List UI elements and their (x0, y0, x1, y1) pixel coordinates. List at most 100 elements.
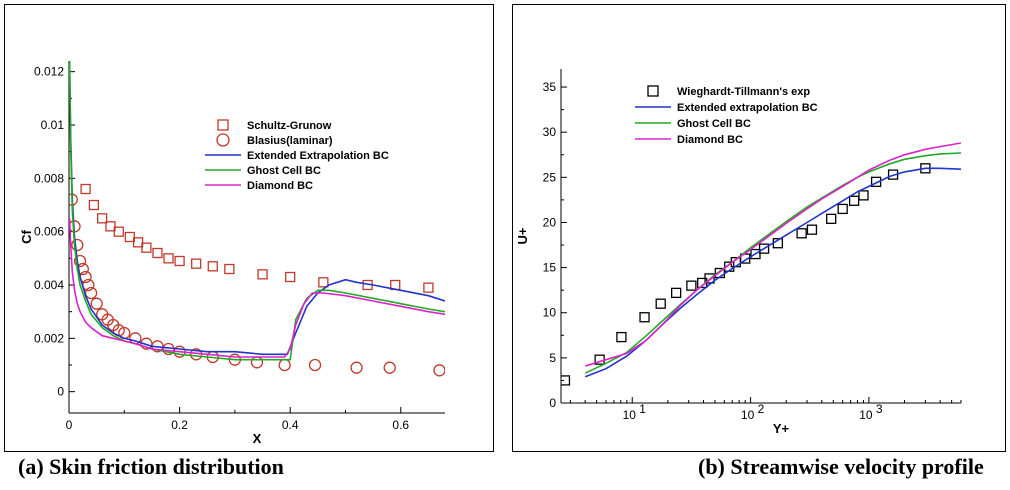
series-line-extended-extrapolation-bc (69, 61, 445, 356)
x-axis-label: Y+ (773, 421, 790, 436)
data-point-blasius-laminar (71, 238, 84, 252)
data-point-schultz-grunow (88, 199, 100, 211)
data-point-blasius-laminar (433, 364, 445, 377)
y-tick-label: 35 (543, 80, 557, 94)
legend: Wieghardt-Tillmann's exp Extended extrapo… (635, 85, 818, 146)
data-point-wieghardt-tillmann-s-exp (758, 243, 770, 254)
data-point-wieghardt-tillmann-s-exp (858, 190, 869, 201)
x-tick-label: 0.6 (392, 418, 409, 432)
data-point-wieghardt-tillmann-s-exp (837, 203, 848, 215)
series-line-ghost-cell-bc (584, 152, 961, 374)
series-line-ghost-cell-bc (69, 61, 445, 361)
data-point-schultz-grunow (285, 271, 296, 283)
caption-skin-friction: (a) Skin friction distribution (18, 454, 284, 479)
panel-b-frame: 0 5 10 15 20 25 30 35 10 1 10 2 10 3 Y+ U+ Wieghardt-Til… (512, 4, 1006, 452)
legend-label-wieghardt-tillmann-s-exp: Wieghardt-Tillmann's exp (677, 86, 810, 98)
data-point-blasius-laminar (140, 337, 153, 350)
y-tick-label: 10 (543, 306, 557, 320)
data-point-wieghardt-tillmann-s-exp (704, 273, 715, 284)
data-point-blasius-laminar (250, 356, 264, 369)
data-point-wieghardt-tillmann-s-exp (750, 248, 761, 260)
x-tick-label: 0.2 (171, 418, 188, 432)
y-tick-label: 25 (543, 170, 557, 184)
x-tick-label: 10 (623, 408, 637, 422)
legend-label-extended-extrapolation-bc: Extended Extrapolation BC (247, 150, 389, 162)
data-point-wieghardt-tillmann-s-exp (870, 176, 882, 187)
x-tick-exponent: 2 (758, 402, 765, 416)
x-tick-exponent: 3 (876, 402, 883, 416)
data-point-blasius-laminar (278, 358, 291, 372)
x-tick-label: 10 (859, 408, 873, 422)
data-point-schultz-grunow (113, 226, 124, 237)
legend-label-blasius-laminar: Blasius(laminar) (247, 135, 333, 147)
data-point-schultz-grunow (124, 231, 135, 243)
x-tick-label: 10 (741, 408, 755, 422)
x-tick-label: 0 (66, 418, 73, 432)
data-point-blasius-laminar (308, 358, 322, 372)
data-point-schultz-grunow (152, 247, 163, 259)
data-point-schultz-grunow (105, 221, 116, 232)
legend-swatch-wieghardt-tillmann-s-exp (647, 85, 659, 97)
legend-label-schultz-grunow: Schultz-Grunow (247, 120, 332, 132)
legend-label-ghost-cell-bc: Ghost Cell BC (677, 118, 751, 130)
data-point-wieghardt-tillmann-s-exp (671, 287, 682, 299)
series-line-diamond-bc (584, 142, 961, 367)
series-line-extended-extrapolation-bc (584, 167, 961, 378)
data-point-blasius-laminar (383, 361, 396, 374)
y-tick-label: 0.01 (41, 118, 65, 132)
y-tick-label: 20 (543, 215, 557, 229)
data-point-schultz-grunow (423, 282, 434, 293)
plot-area (69, 61, 445, 377)
data-point-blasius-laminar (73, 254, 87, 268)
data-point-schultz-grunow (207, 261, 218, 272)
data-point-blasius-laminar (350, 361, 363, 374)
legend-label-diamond-bc: Diamond BC (247, 180, 313, 192)
y-tick-label: 5 (549, 351, 556, 365)
y-tick-label: 0 (549, 396, 556, 410)
legend-label-diamond-bc: Diamond BC (677, 134, 743, 146)
data-point-schultz-grunow (132, 237, 144, 248)
data-point-schultz-grunow (80, 183, 91, 195)
x-tick-exponent: 1 (639, 402, 646, 416)
data-point-schultz-grunow (141, 242, 152, 253)
y-tick-label: 0.002 (34, 331, 64, 345)
data-point-wieghardt-tillmann-s-exp (561, 375, 571, 386)
data-point-schultz-grunow (224, 263, 235, 275)
data-point-wieghardt-tillmann-s-exp (806, 224, 818, 235)
data-point-schultz-grunow (318, 277, 329, 288)
data-point-schultz-grunow (174, 255, 185, 267)
caption-velocity-profile: (b) Streamwise velocity profile (698, 454, 984, 479)
legend-label-ghost-cell-bc: Ghost Cell BC (247, 165, 321, 177)
series-line-diamond-bc (69, 218, 445, 358)
data-point-schultz-grunow (191, 258, 202, 269)
data-point-wieghardt-tillmann-s-exp (796, 228, 807, 239)
legend-label-extended-extrapolation-bc: Extended extrapolation BC (677, 102, 818, 114)
data-point-wieghardt-tillmann-s-exp (616, 331, 627, 343)
data-point-wieghardt-tillmann-s-exp (639, 312, 650, 323)
y-tick-label: 0.012 (34, 65, 64, 79)
y-tick-label: 30 (543, 125, 557, 139)
x-tick-label: 0.4 (282, 418, 299, 432)
skin-friction-chart: 0 0.002 0.004 0.006 0.008 0.01 0.012 0 0.2 0.4 0.6… (19, 61, 445, 446)
x-axis-label: X (253, 431, 262, 446)
plot-area (561, 142, 961, 386)
data-point-wieghardt-tillmann-s-exp (848, 195, 860, 206)
legend: Schultz-Grunow Blasius(laminar) Extended E… (205, 119, 389, 192)
y-axis-label: Cf (19, 229, 34, 243)
data-point-blasius-laminar (90, 297, 103, 310)
data-point-schultz-grunow (163, 253, 174, 264)
y-axis-label: U+ (515, 227, 530, 244)
data-point-schultz-grunow (97, 213, 108, 224)
y-tick-label: 0 (57, 385, 64, 399)
y-tick-label: 0.008 (34, 171, 64, 185)
y-tick-label: 0.004 (34, 278, 64, 292)
data-point-schultz-grunow (257, 269, 268, 280)
legend-swatch-blasius-laminar (216, 133, 230, 147)
data-point-wieghardt-tillmann-s-exp (655, 298, 666, 309)
y-tick-label: 0.006 (34, 225, 64, 239)
y-tick-label: 15 (543, 261, 557, 275)
data-point-wieghardt-tillmann-s-exp (826, 213, 837, 224)
legend-swatch-schultz-grunow (217, 119, 229, 131)
panel-a-frame: 0 0.002 0.004 0.006 0.008 0.01 0.012 0 0.2 0.4 0.6… (4, 4, 494, 452)
